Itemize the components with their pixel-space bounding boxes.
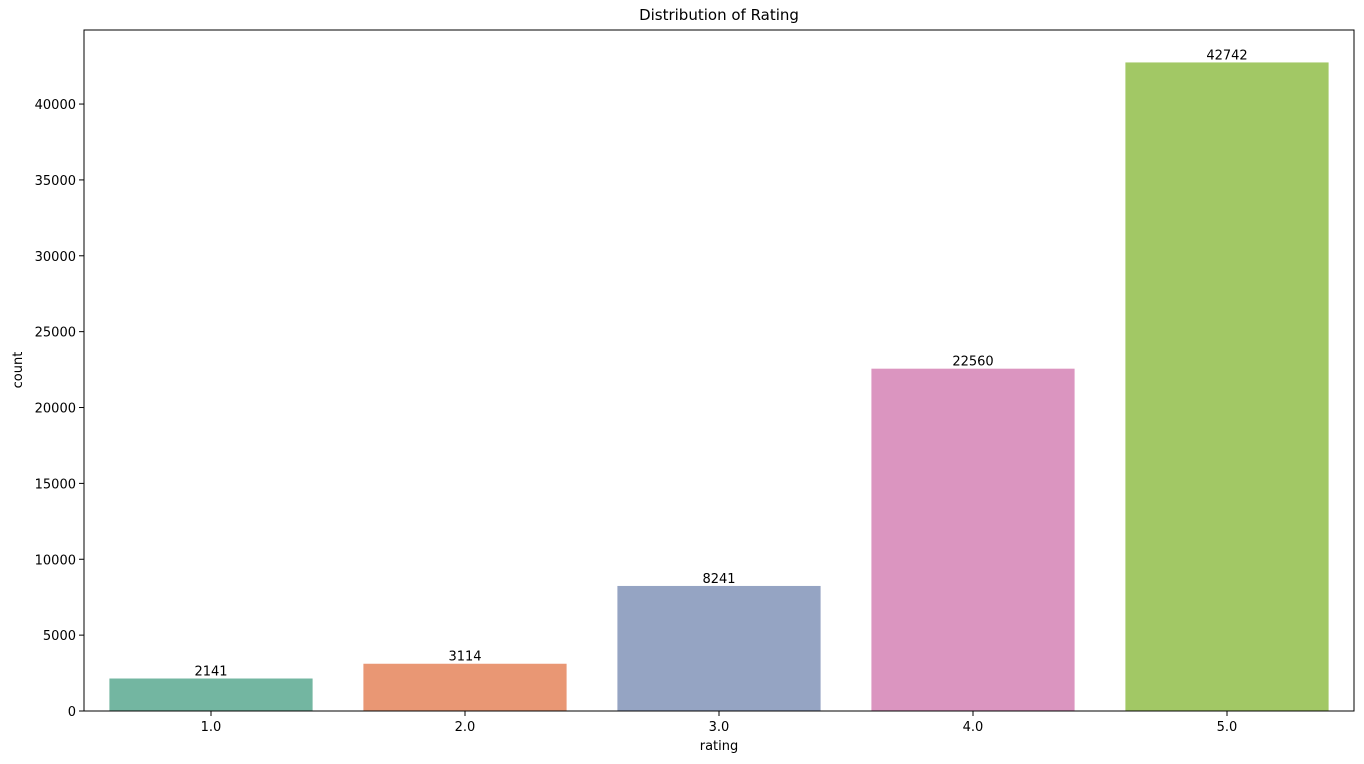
y-tick-label: 5000 [43,629,76,644]
chart-title: Distribution of Rating [639,6,799,24]
bar-1.0 [109,678,313,711]
bar-4.0 [871,368,1075,711]
x-tick-label: 5.0 [1217,720,1238,735]
plot-frame [83,29,1355,712]
y-tick-label: 10000 [35,553,76,568]
data-label: 2141 [194,665,227,680]
x-tick-label: 2.0 [455,720,476,735]
y-tick-label: 25000 [35,326,76,341]
x-axis: 1.0 2.0 3.0 4.0 5.0 [201,711,1238,735]
bars-group [109,62,1329,711]
x-tick-label: 3.0 [709,720,730,735]
y-axis-title: count [11,352,26,389]
data-labels-group: 2141 3114 8241 22560 42742 [194,48,1247,679]
y-tick-label: 0 [68,705,76,720]
x-axis-title: rating [700,739,739,754]
data-label: 42742 [1206,48,1247,63]
x-tick-label: 1.0 [201,720,222,735]
bar-3.0 [617,585,821,711]
y-tick-label: 30000 [35,250,76,265]
data-label: 22560 [952,355,993,370]
bar-5.0 [1125,62,1329,711]
x-tick-label: 4.0 [963,720,984,735]
bar-2.0 [363,663,567,711]
y-tick-label: 35000 [35,174,76,189]
y-axis: 0 5000 10000 15000 20000 25000 30000 35000 40000 [35,98,84,720]
data-label: 8241 [702,572,735,587]
y-tick-label: 20000 [35,402,76,417]
data-label: 3114 [448,650,481,665]
y-tick-label: 15000 [35,477,76,492]
y-tick-label: 40000 [35,98,76,113]
